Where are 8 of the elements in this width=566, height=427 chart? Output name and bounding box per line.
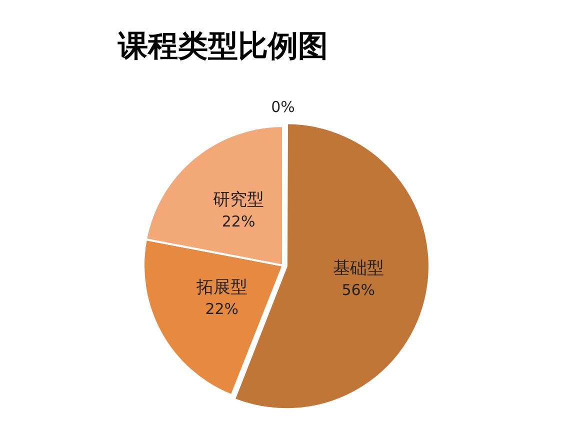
data-label: 56% [342,280,376,299]
slice-label: 基础型 [332,258,384,278]
slice-label: 拓展型 [195,278,248,298]
data-label: 22% [222,212,256,231]
chart-title: 课程类型比例图 [116,28,329,66]
text: 0% [271,98,295,116]
data-label: 22% [205,300,239,318]
slice-label: 研究型 [213,190,264,210]
